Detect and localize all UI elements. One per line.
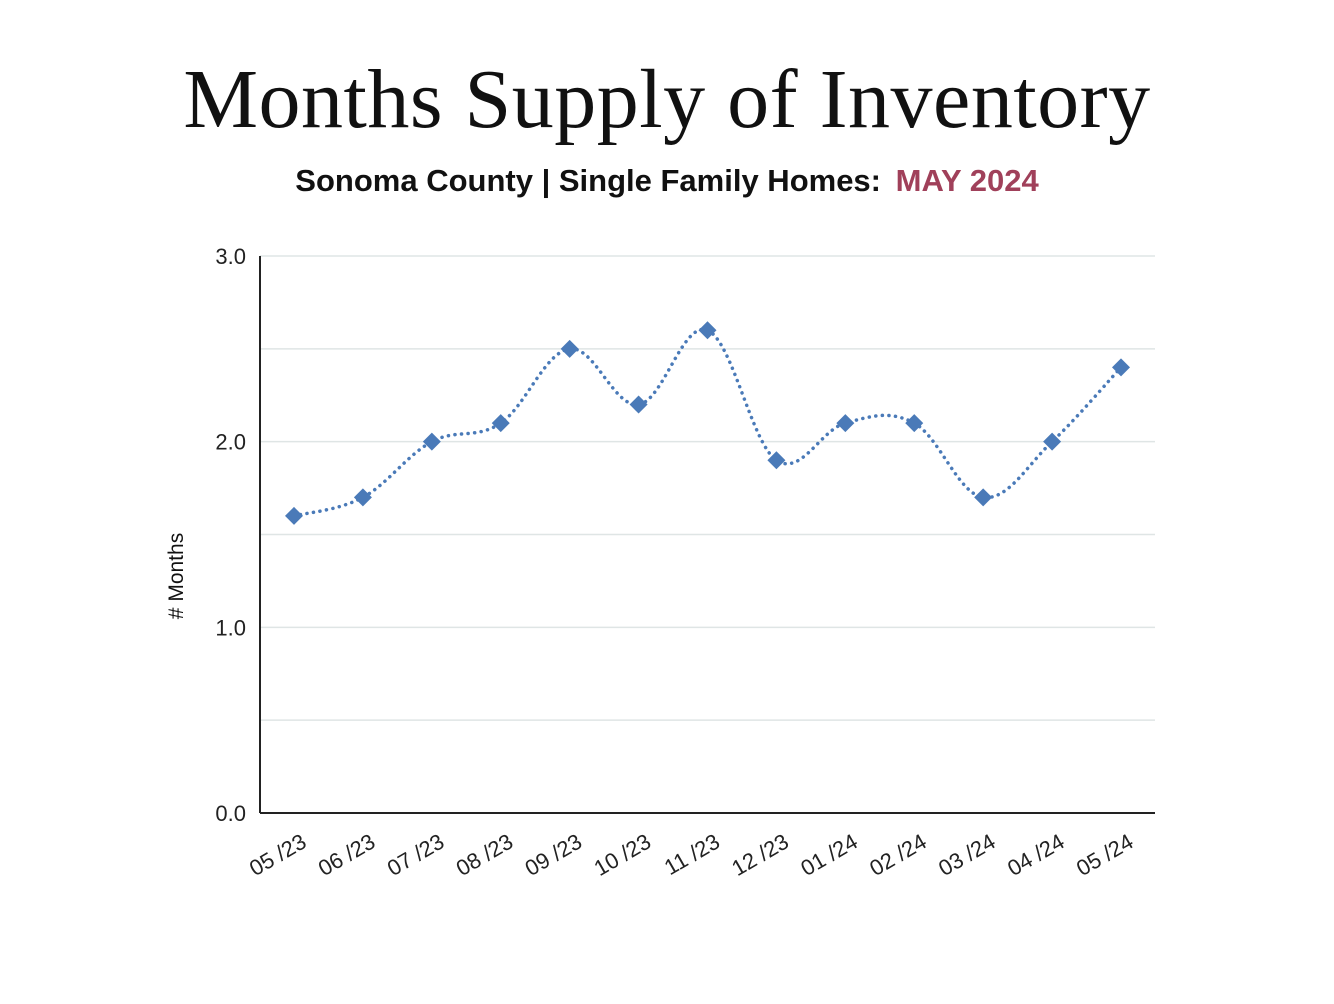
data-point-marker	[1112, 358, 1130, 377]
x-tick-label: 10 /23	[590, 829, 655, 881]
data-point-marker	[560, 339, 579, 358]
y-tick-label: 1.0	[215, 615, 246, 640]
y-tick-label: 0.0	[215, 801, 246, 826]
x-tick-label: 07 /23	[383, 829, 448, 881]
data-point-marker	[905, 414, 924, 433]
data-point-marker	[353, 488, 372, 507]
data-point-marker	[491, 414, 510, 433]
x-tick-label: 03 /24	[934, 829, 999, 881]
x-tick-label: 02 /24	[865, 829, 930, 881]
y-tick-label: 3.0	[215, 244, 246, 269]
x-tick-label: 12 /23	[727, 829, 792, 881]
y-tick-label: 2.0	[215, 430, 246, 455]
x-tick-label: 05 /23	[245, 829, 310, 881]
x-tick-label: 05 /24	[1072, 829, 1137, 881]
axes	[259, 256, 1155, 814]
x-tick-label: 09 /23	[521, 829, 586, 881]
series-markers	[285, 321, 1130, 525]
chart-subtitle: Sonoma County | Single Family Homes: MAY…	[0, 162, 1334, 199]
data-point-marker	[422, 432, 441, 451]
subtitle-main: Sonoma County | Single Family Homes:	[295, 163, 881, 198]
subtitle-date: MAY 2024	[895, 163, 1039, 198]
x-tick-labels: 05 /23 06 /23 07 /23 08 /23 09 /23 10 /23 11 /…	[245, 829, 1137, 881]
data-point-marker	[974, 488, 993, 507]
data-point-marker	[767, 451, 786, 470]
chart-title: Months Supply of Inventory	[183, 53, 1151, 146]
data-point-marker	[836, 414, 855, 433]
series-line	[292, 327, 1123, 518]
data-point-marker	[285, 506, 303, 525]
x-tick-label: 11 /23	[660, 829, 724, 880]
x-tick-label: 08 /23	[452, 829, 517, 881]
y-axis-label: # Months	[165, 533, 188, 619]
data-point-marker	[1043, 432, 1062, 451]
y-tick-labels: 0.0 1.0 2.0 3.0	[215, 244, 246, 826]
data-point-marker	[629, 395, 648, 414]
x-tick-label: 06 /23	[314, 829, 379, 881]
x-tick-label: 04 /24	[1003, 829, 1068, 881]
x-tick-label: 01 /24	[796, 829, 861, 881]
grid-lines	[260, 255, 1155, 721]
data-point-marker	[698, 321, 717, 340]
